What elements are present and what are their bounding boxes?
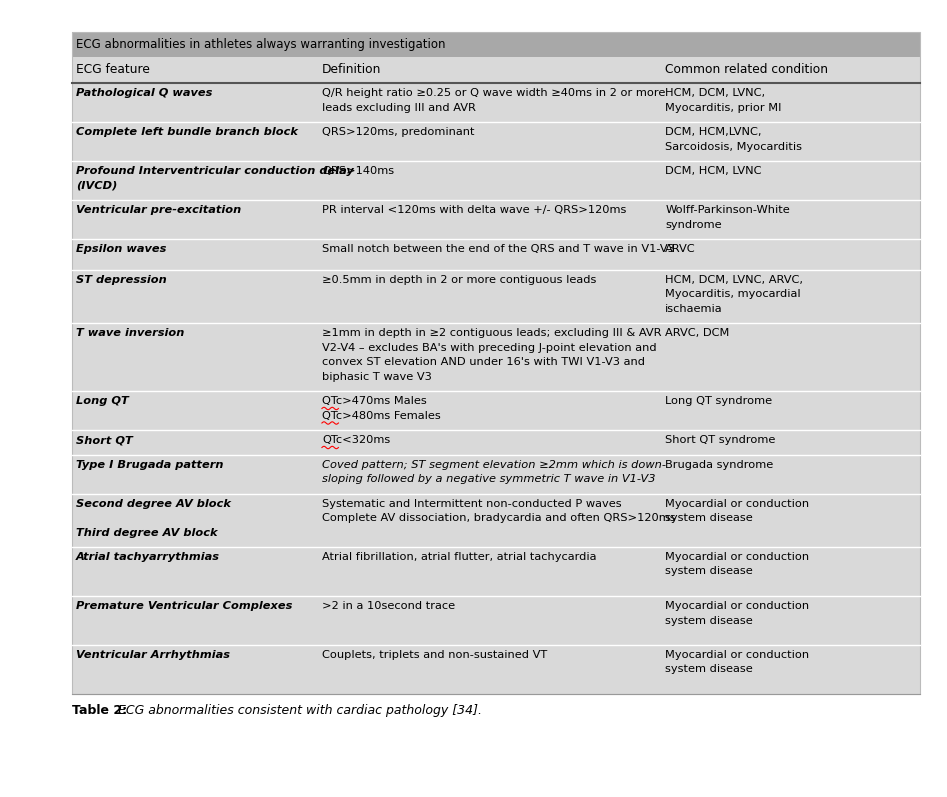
Text: QTc>470ms Males: QTc>470ms Males — [322, 396, 427, 406]
Text: Complete AV dissociation, bradycardia and often QRS>120ms: Complete AV dissociation, bradycardia an… — [322, 513, 675, 523]
Text: ECG abnormalities in athletes always warranting investigation: ECG abnormalities in athletes always war… — [76, 37, 445, 51]
Bar — [72, 547, 920, 596]
Bar — [72, 493, 920, 547]
Bar — [72, 239, 920, 269]
Text: Myocarditis, myocardial: Myocarditis, myocardial — [666, 289, 801, 299]
Text: system disease: system disease — [666, 567, 753, 576]
Text: DCM, HCM, LVNC: DCM, HCM, LVNC — [666, 166, 761, 176]
Text: Myocardial or conduction: Myocardial or conduction — [666, 498, 810, 508]
Bar — [72, 200, 920, 239]
Text: Ventricular Arrhythmias: Ventricular Arrhythmias — [76, 650, 230, 660]
Text: Short QT: Short QT — [76, 435, 133, 445]
Text: Myocarditis, prior MI: Myocarditis, prior MI — [666, 103, 782, 112]
Text: Second degree AV block: Second degree AV block — [76, 498, 231, 508]
Text: Profound Interventricular conduction delay: Profound Interventricular conduction del… — [76, 166, 354, 176]
Text: Definition: Definition — [322, 63, 382, 77]
Bar — [72, 269, 920, 323]
Text: Epsilon waves: Epsilon waves — [76, 244, 167, 254]
Bar — [72, 32, 920, 694]
Text: system disease: system disease — [666, 513, 753, 523]
Text: ECG abnormalities consistent with cardiac pathology [34].: ECG abnormalities consistent with cardia… — [118, 704, 482, 717]
Text: Myocardial or conduction: Myocardial or conduction — [666, 650, 810, 660]
Text: Table 2:: Table 2: — [72, 704, 132, 717]
Bar — [72, 454, 920, 493]
Text: Systematic and Intermittent non-conducted P waves: Systematic and Intermittent non-conducte… — [322, 498, 621, 508]
Text: convex ST elevation AND under 16's with TWI V1-V3 and: convex ST elevation AND under 16's with … — [322, 357, 645, 367]
Bar — [72, 391, 920, 430]
Text: system disease: system disease — [666, 615, 753, 626]
Text: T wave inversion: T wave inversion — [76, 328, 185, 338]
Text: (IVCD): (IVCD) — [76, 180, 117, 190]
Text: ST depression: ST depression — [76, 274, 167, 285]
Text: Myocardial or conduction: Myocardial or conduction — [666, 552, 810, 562]
Text: PR interval <120ms with delta wave +/- QRS>120ms: PR interval <120ms with delta wave +/- Q… — [322, 205, 626, 215]
Text: Pathological Q waves: Pathological Q waves — [76, 88, 212, 98]
Text: ≥1mm in depth in ≥2 contiguous leads; excluding III & AVR: ≥1mm in depth in ≥2 contiguous leads; ex… — [322, 328, 661, 338]
Bar — [72, 645, 920, 694]
Text: >2 in a 10second trace: >2 in a 10second trace — [322, 601, 456, 611]
Bar — [72, 161, 920, 200]
Text: Third degree AV block: Third degree AV block — [76, 528, 218, 537]
Text: Myocardial or conduction: Myocardial or conduction — [666, 601, 810, 611]
Text: Long QT syndrome: Long QT syndrome — [666, 396, 773, 406]
Text: Long QT: Long QT — [76, 396, 129, 406]
Text: ischaemia: ischaemia — [666, 304, 723, 313]
Text: Sarcoidosis, Myocarditis: Sarcoidosis, Myocarditis — [666, 142, 802, 151]
Text: QTc<320ms: QTc<320ms — [322, 435, 390, 445]
Text: Short QT syndrome: Short QT syndrome — [666, 435, 776, 445]
Bar — [72, 57, 920, 83]
Bar — [72, 596, 920, 645]
Bar — [72, 83, 920, 122]
Text: Atrial fibrillation, atrial flutter, atrial tachycardia: Atrial fibrillation, atrial flutter, atr… — [322, 552, 597, 562]
Text: V2-V4 – excludes BA's with preceding J-point elevation and: V2-V4 – excludes BA's with preceding J-p… — [322, 343, 656, 352]
Text: QTc>480ms Females: QTc>480ms Females — [322, 410, 440, 421]
Text: DCM, HCM,LVNC,: DCM, HCM,LVNC, — [666, 127, 761, 137]
Text: system disease: system disease — [666, 665, 753, 674]
Text: leads excluding III and AVR: leads excluding III and AVR — [322, 103, 475, 112]
Bar — [72, 122, 920, 161]
Text: Common related condition: Common related condition — [666, 63, 829, 77]
Text: ≥0.5mm in depth in 2 or more contiguous leads: ≥0.5mm in depth in 2 or more contiguous … — [322, 274, 597, 285]
Text: Small notch between the end of the QRS and T wave in V1-V3: Small notch between the end of the QRS a… — [322, 244, 675, 254]
Text: Coved pattern; ST segment elevation ≥2mm which is down-: Coved pattern; ST segment elevation ≥2mm… — [322, 460, 666, 469]
Text: syndrome: syndrome — [666, 219, 722, 230]
Text: biphasic T wave V3: biphasic T wave V3 — [322, 371, 432, 382]
Text: HCM, DCM, LVNC,: HCM, DCM, LVNC, — [666, 88, 765, 98]
Bar — [72, 430, 920, 454]
Text: HCM, DCM, LVNC, ARVC,: HCM, DCM, LVNC, ARVC, — [666, 274, 803, 285]
Text: ARVC, DCM: ARVC, DCM — [666, 328, 730, 338]
Text: ARVC: ARVC — [666, 244, 696, 254]
Text: Ventricular pre-excitation: Ventricular pre-excitation — [76, 205, 241, 215]
Bar — [72, 323, 920, 391]
Text: Atrial tachyarrythmias: Atrial tachyarrythmias — [76, 552, 220, 562]
Text: Premature Ventricular Complexes: Premature Ventricular Complexes — [76, 601, 293, 611]
Text: Couplets, triplets and non-sustained VT: Couplets, triplets and non-sustained VT — [322, 650, 547, 660]
Text: QRS>120ms, predominant: QRS>120ms, predominant — [322, 127, 474, 137]
Text: QRS>140ms: QRS>140ms — [322, 166, 394, 176]
Text: Complete left bundle branch block: Complete left bundle branch block — [76, 127, 298, 137]
Text: ECG feature: ECG feature — [76, 63, 150, 77]
Text: sloping followed by a negative symmetric T wave in V1-V3: sloping followed by a negative symmetric… — [322, 474, 655, 484]
Text: Wolff-Parkinson-White: Wolff-Parkinson-White — [666, 205, 790, 215]
Bar — [72, 32, 920, 57]
Text: Type I Brugada pattern: Type I Brugada pattern — [76, 460, 223, 469]
Text: Q/R height ratio ≥0.25 or Q wave width ≥40ms in 2 or more: Q/R height ratio ≥0.25 or Q wave width ≥… — [322, 88, 666, 98]
Text: Brugada syndrome: Brugada syndrome — [666, 460, 774, 469]
